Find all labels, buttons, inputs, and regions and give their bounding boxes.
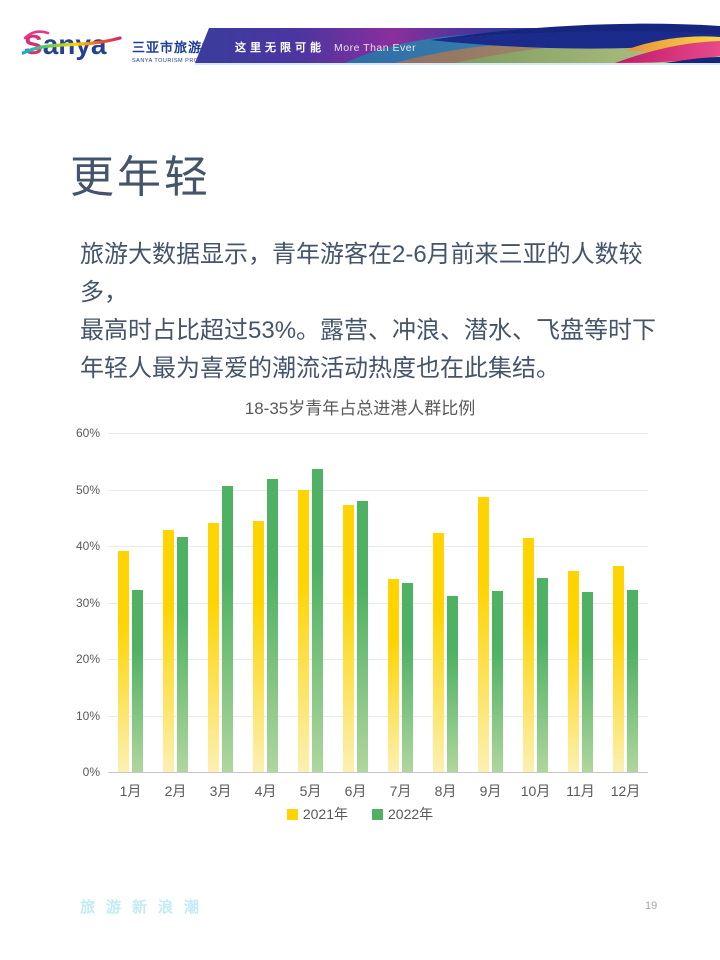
y-tick-label: 30% bbox=[75, 595, 100, 610]
x-tick-label: 5月 bbox=[299, 783, 322, 799]
chart-title: 18-35岁青年占总进港人群比例 bbox=[244, 399, 476, 418]
page-title: 更年轻 bbox=[70, 153, 211, 202]
bar-2022年-5月 bbox=[312, 468, 324, 772]
bar-2021年-1月 bbox=[117, 551, 129, 772]
y-tick-label: 20% bbox=[75, 652, 100, 666]
x-tick-label: 9月 bbox=[479, 783, 502, 799]
gridline bbox=[108, 659, 648, 660]
bar-2022年-10月 bbox=[537, 578, 549, 772]
bar-2022年-8月 bbox=[447, 595, 459, 772]
chart-plot: 0% 10% 20% 30% 40% 50% 60% 1月 2月 3月 4月 5月 6月 7月 8月 9月 10… bbox=[76, 426, 648, 799]
bar-2022年-1月 bbox=[132, 589, 144, 772]
slogan-zh: 这里无限可能 bbox=[235, 42, 325, 54]
gridline bbox=[108, 546, 648, 547]
legend-label: 2021年 bbox=[302, 806, 348, 822]
y-tick-label: 50% bbox=[75, 482, 100, 497]
header-banner: 这里无限可能 More Than Ever bbox=[195, 18, 720, 63]
gridline bbox=[108, 489, 648, 491]
x-tick-label: 8月 bbox=[434, 783, 457, 799]
rainbow-swoosh-icon bbox=[22, 30, 122, 55]
bar-2022年-9月 bbox=[492, 591, 504, 772]
page-number: 19 bbox=[645, 900, 658, 912]
banner-wave-graphic bbox=[195, 23, 720, 63]
y-tick-label: 10% bbox=[75, 708, 100, 723]
header-logo-group: Sanya 三亚市旅游推广局 SANYA TOURISM PROMOTION B… bbox=[22, 27, 248, 67]
bar-2021年-10月 bbox=[522, 537, 534, 772]
legend-label: 2022年 bbox=[388, 806, 434, 822]
bar-2021年-6月 bbox=[342, 504, 354, 772]
gridline bbox=[108, 433, 648, 434]
y-tick-label: 40% bbox=[75, 539, 100, 553]
legend-item-2021年: 2021年 bbox=[286, 804, 348, 824]
bar-2022年-2月 bbox=[177, 536, 189, 772]
banner-underline bbox=[195, 63, 720, 65]
bar-2021年-8月 bbox=[432, 533, 444, 772]
body-paragraph-line: 年轻人最为喜爱的潮流活动热度也在此集结。 bbox=[80, 355, 560, 382]
x-tick-label: 2月 bbox=[164, 783, 187, 799]
body-paragraph-line: 旅游大数据显示，青年游客在2-6月前来三亚的人数较多， bbox=[80, 241, 643, 306]
legend-swatch-icon bbox=[372, 808, 383, 820]
x-tick-label: 6月 bbox=[344, 783, 367, 799]
bar-2022年-11月 bbox=[582, 591, 594, 772]
y-tick-label: 0% bbox=[82, 765, 100, 779]
x-tick-label: 1月 bbox=[119, 783, 142, 799]
footer-tagline: 旅游新浪潮 bbox=[80, 899, 211, 916]
org-name-en: SANYA TOURISM PROMOTION BOARD bbox=[132, 57, 248, 64]
legend-item-2022年: 2022年 bbox=[372, 804, 433, 824]
bar-2021年-5月 bbox=[297, 490, 309, 772]
bar-2021年-9月 bbox=[477, 497, 489, 772]
body-paragraph-line: 最高时占比超过53%。露营、冲浪、潜水、飞盘等时下 bbox=[80, 317, 657, 344]
body-paragraph: 旅游大数据显示，青年游客在2-6月前来三亚的人数较多， 最高时占比超过53%。露… bbox=[80, 236, 670, 388]
x-tick-label: 10月 bbox=[520, 783, 551, 799]
bar-2021年-7月 bbox=[387, 578, 399, 772]
x-tick-label: 7月 bbox=[389, 783, 412, 799]
bar-2022年-7月 bbox=[402, 583, 414, 772]
bar-2021年-4月 bbox=[252, 520, 264, 772]
slogan-en: More Than Ever bbox=[334, 42, 417, 54]
x-tick-label: 3月 bbox=[209, 783, 232, 799]
bar-2022年-12月 bbox=[627, 590, 639, 772]
legend-swatch-icon bbox=[286, 808, 298, 820]
bar-2021年-2月 bbox=[162, 529, 174, 772]
bar-2021年-3月 bbox=[207, 522, 219, 772]
y-tick-label: 60% bbox=[75, 426, 100, 440]
bar-2022年-3月 bbox=[222, 486, 234, 772]
gridline bbox=[108, 715, 648, 717]
bar-2022年-6月 bbox=[357, 501, 369, 772]
gridline bbox=[108, 602, 648, 604]
bar-2021年-12月 bbox=[612, 565, 624, 772]
x-axis-line bbox=[108, 772, 648, 773]
bar-2022年-4月 bbox=[267, 478, 279, 772]
chart-legend: 2021年 2022年 bbox=[0, 804, 720, 824]
x-tick-label: 11月 bbox=[566, 783, 595, 799]
bar-2021年-11月 bbox=[567, 571, 579, 772]
banner-slogan: 这里无限可能 More Than Ever bbox=[235, 39, 416, 55]
x-tick-label: 12月 bbox=[610, 783, 641, 799]
x-tick-label: 4月 bbox=[254, 783, 277, 799]
sanya-logo: Sanya bbox=[22, 27, 124, 67]
